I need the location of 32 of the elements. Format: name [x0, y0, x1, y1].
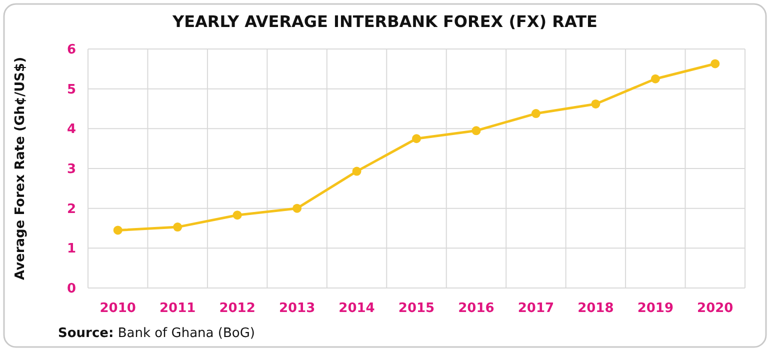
y-tick-label: 3: [66, 162, 76, 178]
y-tick-label: 1: [66, 242, 76, 257]
point: [531, 109, 540, 118]
chart-title: YEARLY AVERAGE INTERBANK FOREX (FX) RATE: [172, 12, 598, 31]
x-tick-label: 2011: [159, 301, 196, 316]
point: [710, 59, 720, 68]
y-tick-label: 4: [66, 122, 76, 138]
x-tick-label: 2013: [278, 301, 316, 316]
point: [232, 210, 242, 220]
x-tick-label: 2020: [697, 301, 734, 316]
point: [650, 74, 660, 84]
point: [173, 222, 182, 232]
x-tick-label: 2018: [578, 301, 614, 316]
point: [472, 126, 481, 136]
x-tick-label: 2014: [338, 301, 375, 316]
x-tick-label: 2019: [637, 301, 674, 316]
x-tick-label: 2016: [458, 301, 494, 316]
y-tick-label: 0: [66, 282, 76, 297]
x-tick-label: 2010: [100, 301, 136, 316]
x-tick-label: 2015: [398, 301, 435, 316]
source-note: Source: Bank of Ghana (BoG): [58, 326, 255, 341]
point: [292, 204, 302, 213]
x-tick-label: 2012: [219, 301, 256, 316]
y-tick-label: 5: [66, 82, 76, 98]
point: [412, 134, 421, 144]
y-axis-title: Average Forex Rate (Gh¢/US$): [13, 56, 28, 280]
x-tick-label: 2017: [518, 301, 554, 316]
y-tick-label: 6: [66, 42, 76, 58]
point: [591, 99, 600, 108]
point: [113, 226, 122, 235]
point: [352, 166, 362, 176]
y-tick-label: 2: [66, 202, 76, 217]
